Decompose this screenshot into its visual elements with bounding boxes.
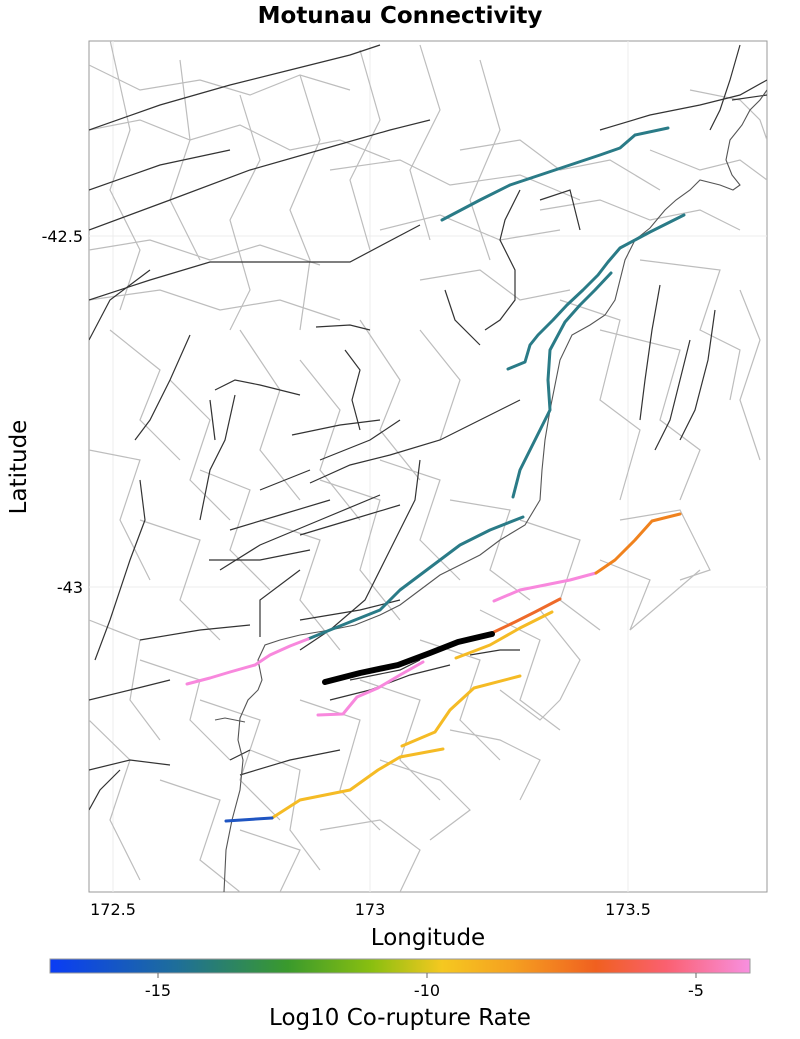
rupture-yellow-2 (400, 674, 522, 748)
plot-area: 172.5 173 173.5 Longitude -42.5 -43 Lati… (6, 40, 768, 951)
rupture-teal-south (306, 515, 525, 641)
colorbar-tick-label: -5 (688, 981, 704, 1000)
rupture-orange (594, 512, 682, 575)
rupture-teal-central (511, 271, 613, 499)
x-tick-label: 173 (355, 900, 386, 919)
rupture-yellow-3 (270, 747, 445, 820)
colorbar: -15 -10 -5 Log10 Co-rupture Rate (49, 958, 751, 1031)
plot-frame (88, 40, 768, 893)
rupture-teal-east (506, 213, 686, 371)
colorbar-title: Log10 Co-rupture Rate (269, 1005, 531, 1031)
colorbar-gradient (49, 958, 751, 974)
connectivity-ruptures (185, 126, 686, 823)
rupture-pink-mid (316, 660, 425, 717)
x-tick-label: 173.5 (605, 900, 651, 919)
section-outlines (89, 41, 767, 892)
colorbar-tick-label: -10 (414, 981, 440, 1000)
rupture-teal-north (440, 126, 670, 222)
x-tick-label: 172.5 (90, 900, 136, 919)
gridlines (89, 41, 767, 892)
y-axis: -42.5 -43 Latitude (6, 227, 83, 597)
x-axis-label: Longitude (371, 925, 485, 951)
rupture-pink-east (492, 571, 598, 603)
rupture-pink-west (185, 637, 310, 686)
map-title: Motunau Connectivity (258, 3, 543, 29)
rupture-yellow-1 (454, 610, 554, 660)
rupture-blue (224, 816, 274, 823)
y-axis-label: Latitude (6, 420, 32, 515)
rupture-dark-orange (492, 597, 562, 634)
coastline (214, 89, 767, 892)
colorbar-tick-label: -15 (145, 981, 171, 1000)
fault-traces (89, 44, 767, 811)
target-fault-motunau (322, 631, 495, 685)
y-tick-label: -42.5 (42, 227, 83, 246)
x-axis: 172.5 173 173.5 Longitude (90, 900, 651, 951)
y-tick-label: -43 (57, 578, 83, 597)
